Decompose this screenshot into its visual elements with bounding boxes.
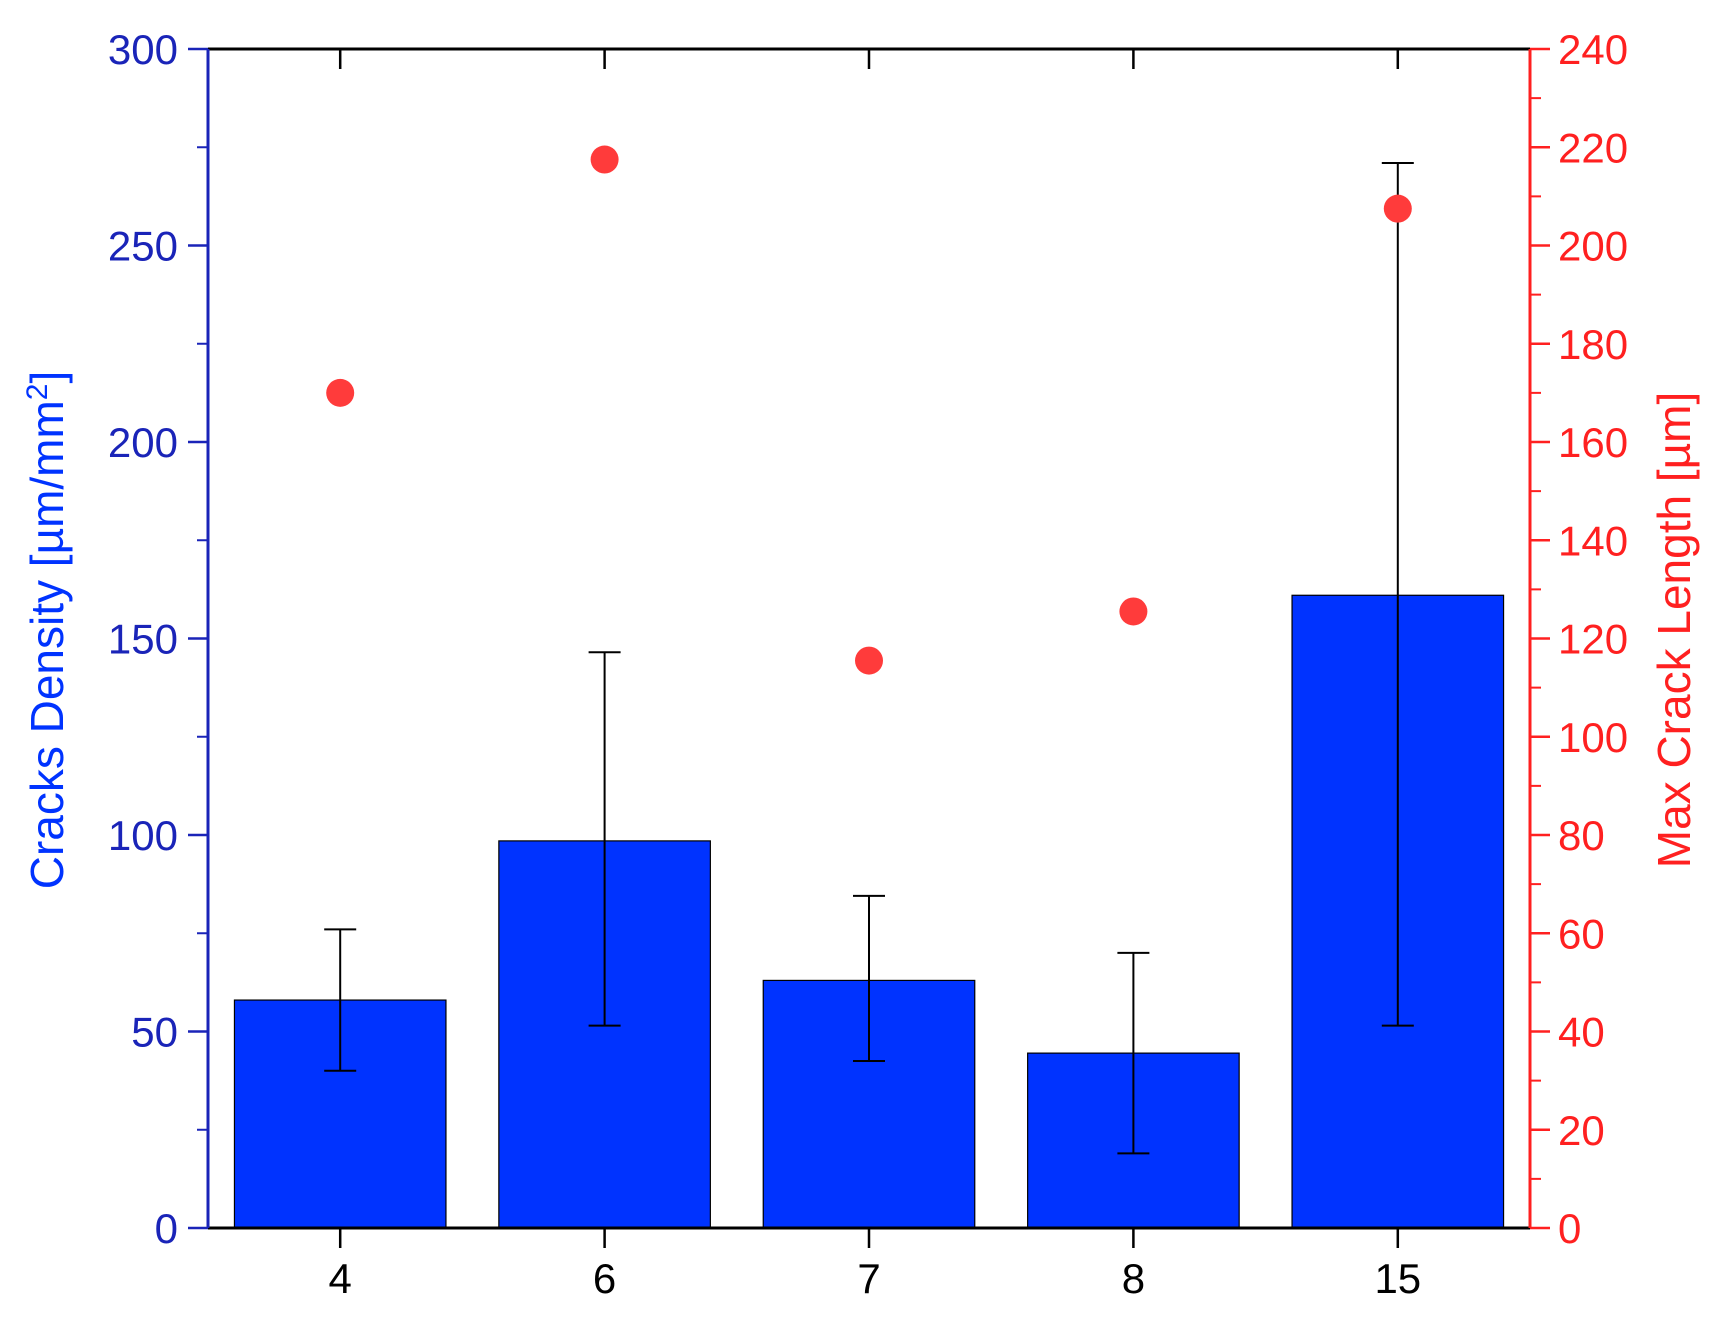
right-tick-label-240: 240 <box>1558 26 1628 73</box>
x-tick-label-15: 15 <box>1374 1255 1421 1302</box>
x-tick-label-7: 7 <box>857 1255 880 1302</box>
right-tick-label-60: 60 <box>1558 910 1605 957</box>
right-tick-label-180: 180 <box>1558 321 1628 368</box>
left-axis-label: Cracks Density [µm/mm2] <box>21 371 74 890</box>
right-tick-label-20: 20 <box>1558 1107 1605 1154</box>
right-tick-label-80: 80 <box>1558 812 1605 859</box>
point-4 <box>326 378 355 407</box>
left-axis-label-tail: ] <box>21 371 73 384</box>
right-tick-label-220: 220 <box>1558 124 1628 171</box>
point-8 <box>1119 597 1148 626</box>
axes-layer: 0 50 100 150 200 250 300 0 20 40 60 80 100 120 140 160 1… <box>108 26 1628 1302</box>
point-15 <box>1383 194 1412 223</box>
right-tick-label-0: 0 <box>1558 1205 1581 1252</box>
left-axis-label-main: Cracks Density [µm/mm <box>21 400 73 889</box>
right-tick-label-120: 120 <box>1558 616 1628 663</box>
left-tick-label-0: 0 <box>155 1205 178 1252</box>
left-tick-label-50: 50 <box>131 1009 178 1056</box>
right-tick-label-40: 40 <box>1558 1009 1605 1056</box>
left-tick-label-250: 250 <box>108 223 178 270</box>
right-tick-label-140: 140 <box>1558 517 1628 564</box>
labels-layer: Cracks Density [µm/mm2] Max Crack Length… <box>21 371 1701 890</box>
x-tick-label-4: 4 <box>329 1255 352 1302</box>
error-bars-layer <box>324 161 1414 1155</box>
point-6 <box>590 145 619 174</box>
right-axis-label: Max Crack Length [µm] <box>1648 392 1700 868</box>
right-tick-label-200: 200 <box>1558 223 1628 270</box>
right-tick-label-160: 160 <box>1558 419 1628 466</box>
right-tick-label-100: 100 <box>1558 714 1628 761</box>
left-tick-label-100: 100 <box>108 812 178 859</box>
left-tick-label-300: 300 <box>108 26 178 73</box>
points-layer <box>326 145 1412 675</box>
left-tick-label-150: 150 <box>108 616 178 663</box>
left-axis-label-superscript: 2 <box>21 384 54 401</box>
left-tick-label-200: 200 <box>108 419 178 466</box>
x-tick-label-8: 8 <box>1122 1255 1145 1302</box>
x-tick-label-6: 6 <box>593 1255 616 1302</box>
point-7 <box>855 646 883 675</box>
